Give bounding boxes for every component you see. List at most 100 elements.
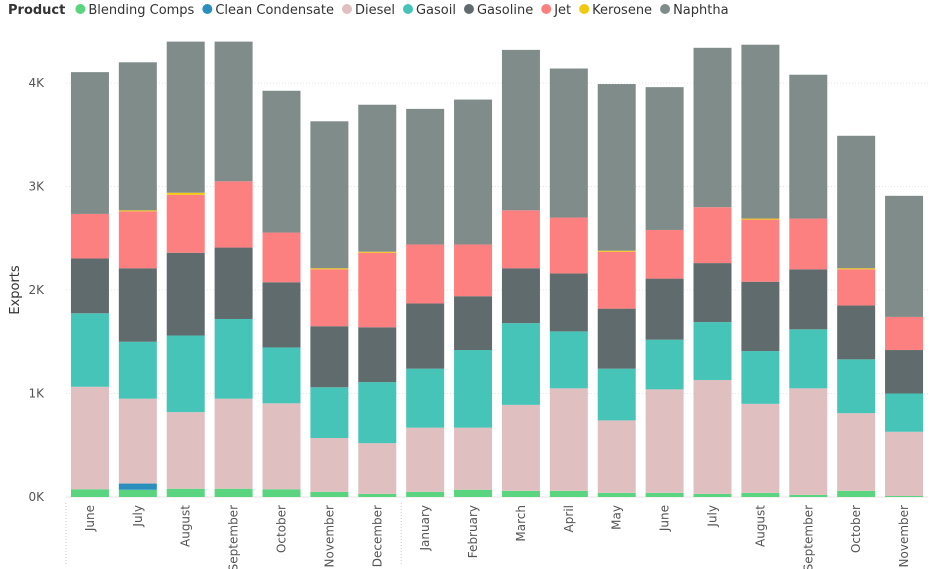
bar-segment-diesel[interactable] — [741, 403, 780, 493]
bar-segment-gasoil[interactable] — [70, 313, 109, 387]
bar-segment-jet[interactable] — [501, 210, 540, 269]
bar-segment-blending-comps[interactable] — [549, 490, 588, 497]
bar-segment-naphtha[interactable] — [118, 62, 157, 211]
bar-segment-gasoil[interactable] — [837, 359, 876, 414]
bar-stack[interactable] — [501, 49, 540, 497]
bar-stack[interactable] — [358, 104, 397, 497]
bar-segment-gasoline[interactable] — [549, 273, 588, 332]
bar-segment-diesel[interactable] — [645, 389, 684, 493]
bar-segment-blending-comps[interactable] — [645, 492, 684, 497]
bar-segment-gasoil[interactable] — [885, 393, 924, 432]
bar-segment-gasoil[interactable] — [262, 347, 301, 404]
bar-segment-naphtha[interactable] — [358, 104, 397, 252]
bar-segment-diesel[interactable] — [166, 412, 205, 489]
bar-segment-kerosene[interactable] — [741, 218, 780, 220]
bar-stack[interactable] — [118, 62, 157, 497]
legend-item-gasoil[interactable]: Gasoil — [402, 3, 456, 18]
bar-segment-naphtha[interactable] — [741, 44, 780, 219]
bar-segment-gasoline[interactable] — [214, 247, 253, 319]
bar-segment-diesel[interactable] — [214, 398, 253, 489]
bar-segment-diesel[interactable] — [262, 403, 301, 490]
bar-stack[interactable] — [406, 108, 445, 497]
bar-segment-gasoil[interactable] — [597, 368, 636, 421]
bar-segment-naphtha[interactable] — [166, 41, 205, 193]
bar-segment-jet[interactable] — [454, 244, 493, 297]
bar-segment-diesel[interactable] — [549, 388, 588, 491]
bar-segment-diesel[interactable] — [454, 427, 493, 490]
bar-segment-blending-comps[interactable] — [118, 489, 157, 497]
bar-segment-jet[interactable] — [741, 219, 780, 282]
bar-segment-diesel[interactable] — [597, 420, 636, 493]
bar-stack[interactable] — [837, 135, 876, 497]
bar-segment-gasoline[interactable] — [837, 305, 876, 360]
bar-segment-blending-comps[interactable] — [70, 489, 109, 497]
bar-segment-diesel[interactable] — [789, 388, 828, 495]
bar-segment-gasoline[interactable] — [262, 282, 301, 348]
bar-segment-jet[interactable] — [262, 232, 301, 283]
bar-segment-naphtha[interactable] — [693, 47, 732, 208]
bar-segment-naphtha[interactable] — [501, 49, 540, 211]
bar-segment-naphtha[interactable] — [645, 87, 684, 230]
bar-segment-diesel[interactable] — [837, 413, 876, 491]
bar-segment-naphtha[interactable] — [597, 84, 636, 251]
bar-segment-gasoline[interactable] — [166, 252, 205, 336]
bar-segment-kerosene[interactable] — [837, 268, 876, 270]
bar-segment-gasoline[interactable] — [454, 296, 493, 351]
legend-item-gasoline[interactable]: Gasoline — [463, 3, 533, 18]
bar-segment-gasoil[interactable] — [118, 341, 157, 399]
bar-segment-blending-comps[interactable] — [310, 491, 349, 497]
bar-segment-kerosene[interactable] — [358, 251, 397, 253]
bar-segment-diesel[interactable] — [118, 398, 157, 484]
bar-stack[interactable] — [549, 68, 588, 497]
bar-segment-jet[interactable] — [549, 217, 588, 274]
bar-segment-naphtha[interactable] — [406, 108, 445, 245]
legend-item-blending-comps[interactable]: Blending Comps — [75, 3, 195, 18]
bar-segment-blending-comps[interactable] — [406, 491, 445, 497]
bar-segment-blending-comps[interactable] — [166, 488, 205, 497]
bar-segment-jet[interactable] — [597, 251, 636, 309]
bar-segment-blending-comps[interactable] — [262, 489, 301, 497]
bar-segment-blending-comps[interactable] — [885, 495, 924, 497]
bar-stack[interactable] — [166, 41, 205, 497]
bar-stack[interactable] — [214, 41, 253, 497]
bar-segment-gasoline[interactable] — [310, 326, 349, 388]
bar-segment-gasoil[interactable] — [358, 382, 397, 444]
bar-segment-naphtha[interactable] — [885, 195, 924, 317]
bar-stack[interactable] — [789, 74, 828, 497]
bar-segment-gasoline[interactable] — [70, 258, 109, 314]
bar-segment-diesel[interactable] — [885, 431, 924, 496]
bar-segment-gasoline[interactable] — [501, 268, 540, 324]
bar-segment-jet[interactable] — [406, 244, 445, 304]
bar-segment-gasoil[interactable] — [214, 318, 253, 399]
bar-segment-jet[interactable] — [837, 269, 876, 306]
bar-segment-naphtha[interactable] — [454, 99, 493, 245]
bar-segment-blending-comps[interactable] — [454, 489, 493, 497]
bar-segment-gasoil[interactable] — [693, 322, 732, 381]
bar-segment-diesel[interactable] — [70, 386, 109, 490]
legend-item-kerosene[interactable]: Kerosene — [579, 3, 652, 18]
bar-stack[interactable] — [70, 72, 109, 497]
bar-segment-blending-comps[interactable] — [214, 488, 253, 497]
bar-segment-naphtha[interactable] — [789, 74, 828, 219]
bar-segment-gasoil[interactable] — [741, 351, 780, 404]
bar-segment-gasoline[interactable] — [693, 263, 732, 323]
bar-segment-jet[interactable] — [70, 213, 109, 259]
bar-segment-blending-comps[interactable] — [358, 493, 397, 497]
bar-segment-gasoil[interactable] — [549, 331, 588, 389]
bar-segment-jet[interactable] — [118, 211, 157, 269]
bar-segment-gasoline[interactable] — [645, 278, 684, 340]
legend-item-diesel[interactable]: Diesel — [341, 3, 395, 18]
bar-stack[interactable] — [645, 87, 684, 497]
bar-segment-gasoil[interactable] — [310, 387, 349, 439]
bar-segment-blending-comps[interactable] — [789, 494, 828, 497]
bar-segment-diesel[interactable] — [310, 438, 349, 492]
bar-segment-gasoil[interactable] — [406, 368, 445, 428]
bar-segment-naphtha[interactable] — [262, 90, 301, 233]
bar-segment-kerosene[interactable] — [118, 210, 157, 212]
bar-segment-naphtha[interactable] — [70, 72, 109, 214]
bar-segment-jet[interactable] — [166, 194, 205, 253]
bar-segment-blending-comps[interactable] — [693, 493, 732, 497]
bar-segment-blending-comps[interactable] — [837, 490, 876, 497]
bar-segment-diesel[interactable] — [406, 427, 445, 492]
bar-segment-jet[interactable] — [789, 218, 828, 270]
